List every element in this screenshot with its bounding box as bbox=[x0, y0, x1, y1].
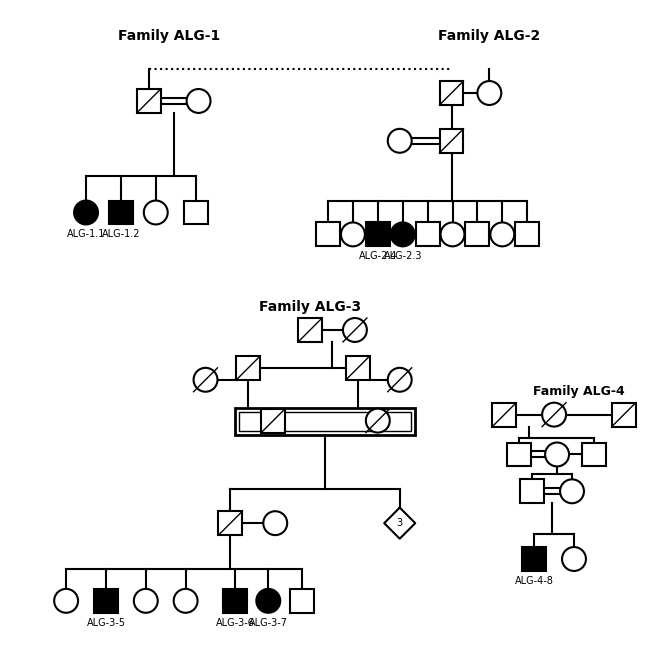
Circle shape bbox=[391, 223, 415, 246]
Circle shape bbox=[263, 511, 287, 535]
Text: Family ALG-2: Family ALG-2 bbox=[438, 29, 540, 43]
Text: ALG-3-7: ALG-3-7 bbox=[248, 618, 288, 628]
Text: ALG-2.4: ALG-2.4 bbox=[359, 251, 397, 261]
Bar bbox=[520, 479, 544, 503]
Circle shape bbox=[194, 368, 218, 392]
Bar bbox=[346, 356, 370, 380]
Bar bbox=[316, 223, 340, 246]
Circle shape bbox=[74, 200, 98, 225]
Polygon shape bbox=[384, 507, 415, 539]
Bar bbox=[137, 89, 161, 113]
Circle shape bbox=[441, 223, 464, 246]
Bar bbox=[298, 318, 322, 342]
Text: ALG-3-5: ALG-3-5 bbox=[86, 618, 126, 628]
Circle shape bbox=[490, 223, 514, 246]
Bar bbox=[507, 443, 531, 466]
Bar bbox=[239, 411, 411, 430]
Text: Family ALG-1: Family ALG-1 bbox=[118, 29, 220, 43]
Bar bbox=[466, 223, 490, 246]
Bar bbox=[522, 547, 546, 571]
Circle shape bbox=[144, 200, 168, 225]
Bar bbox=[415, 223, 440, 246]
Bar bbox=[582, 443, 606, 466]
Text: ALG-2.3: ALG-2.3 bbox=[383, 251, 422, 261]
Bar bbox=[224, 589, 247, 613]
Circle shape bbox=[257, 589, 280, 613]
Circle shape bbox=[562, 547, 586, 571]
Circle shape bbox=[366, 409, 389, 432]
Bar bbox=[109, 200, 133, 225]
Circle shape bbox=[54, 589, 78, 613]
Bar bbox=[235, 407, 415, 434]
Circle shape bbox=[186, 89, 210, 113]
Bar bbox=[492, 403, 516, 426]
Bar bbox=[440, 129, 464, 153]
Bar bbox=[440, 81, 464, 105]
Bar bbox=[515, 223, 539, 246]
Text: ALG-4-8: ALG-4-8 bbox=[515, 576, 554, 586]
Text: ALG-3-6: ALG-3-6 bbox=[216, 618, 255, 628]
Text: ALG-1.2: ALG-1.2 bbox=[102, 229, 140, 240]
Bar bbox=[236, 356, 261, 380]
Circle shape bbox=[343, 318, 367, 342]
Text: ALG-1.1: ALG-1.1 bbox=[67, 229, 106, 240]
Text: 3: 3 bbox=[397, 518, 403, 528]
Bar bbox=[290, 589, 314, 613]
Circle shape bbox=[341, 223, 365, 246]
Text: Family ALG-4: Family ALG-4 bbox=[533, 385, 625, 398]
Circle shape bbox=[560, 479, 584, 503]
Bar bbox=[184, 200, 208, 225]
Circle shape bbox=[388, 368, 411, 392]
Bar bbox=[366, 223, 389, 246]
Bar bbox=[94, 589, 118, 613]
Bar bbox=[218, 511, 242, 535]
Circle shape bbox=[545, 443, 569, 466]
Circle shape bbox=[478, 81, 501, 105]
Circle shape bbox=[174, 589, 198, 613]
Circle shape bbox=[134, 589, 158, 613]
Circle shape bbox=[542, 403, 566, 426]
Circle shape bbox=[388, 129, 411, 153]
Bar bbox=[261, 409, 285, 432]
Bar bbox=[612, 403, 636, 426]
Text: Family ALG-3: Family ALG-3 bbox=[259, 300, 361, 314]
